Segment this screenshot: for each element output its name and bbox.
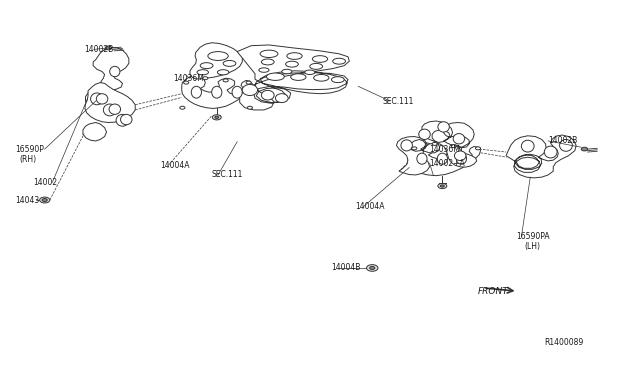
Ellipse shape: [109, 104, 120, 114]
Ellipse shape: [438, 122, 449, 132]
Circle shape: [438, 183, 447, 189]
Ellipse shape: [208, 52, 228, 61]
Ellipse shape: [456, 153, 467, 164]
Ellipse shape: [305, 70, 315, 74]
Text: 14002B: 14002B: [84, 45, 113, 54]
Text: 14004A: 14004A: [161, 161, 190, 170]
Circle shape: [412, 147, 417, 150]
Ellipse shape: [218, 70, 229, 75]
Ellipse shape: [259, 68, 269, 72]
Ellipse shape: [287, 53, 302, 60]
Ellipse shape: [417, 153, 427, 164]
Ellipse shape: [333, 58, 346, 64]
Ellipse shape: [332, 77, 344, 83]
Circle shape: [203, 77, 208, 80]
Polygon shape: [83, 122, 106, 141]
Text: (LH): (LH): [524, 242, 540, 251]
Ellipse shape: [454, 151, 466, 161]
Ellipse shape: [282, 69, 292, 74]
Ellipse shape: [522, 140, 534, 152]
Polygon shape: [182, 76, 252, 109]
Ellipse shape: [232, 86, 243, 98]
Circle shape: [40, 197, 50, 203]
Circle shape: [432, 142, 437, 145]
Ellipse shape: [401, 140, 412, 151]
Text: R1400089: R1400089: [544, 338, 584, 347]
Circle shape: [370, 266, 375, 269]
Text: 14036M: 14036M: [173, 74, 204, 83]
Ellipse shape: [314, 74, 329, 81]
Ellipse shape: [243, 84, 257, 96]
Circle shape: [42, 199, 47, 202]
Ellipse shape: [285, 61, 298, 67]
Ellipse shape: [544, 146, 557, 158]
Circle shape: [581, 147, 588, 151]
Ellipse shape: [291, 74, 306, 80]
Ellipse shape: [197, 70, 209, 75]
Ellipse shape: [310, 63, 323, 69]
Text: 14004B: 14004B: [332, 263, 361, 272]
Text: 14002+A: 14002+A: [429, 158, 465, 168]
Ellipse shape: [453, 134, 465, 144]
Ellipse shape: [260, 50, 278, 58]
Ellipse shape: [212, 86, 222, 98]
Ellipse shape: [223, 61, 236, 66]
Polygon shape: [93, 48, 129, 90]
Ellipse shape: [275, 94, 288, 103]
Ellipse shape: [97, 94, 108, 104]
Circle shape: [451, 145, 456, 148]
Polygon shape: [506, 135, 576, 178]
Text: 14002: 14002: [33, 178, 58, 187]
Ellipse shape: [200, 62, 213, 68]
Text: SEC.111: SEC.111: [383, 97, 414, 106]
Text: 14036M: 14036M: [429, 145, 460, 154]
Ellipse shape: [116, 114, 129, 126]
Text: 16590P: 16590P: [15, 145, 44, 154]
Ellipse shape: [109, 66, 120, 77]
Polygon shape: [86, 90, 108, 108]
Polygon shape: [190, 43, 243, 79]
Ellipse shape: [261, 59, 274, 65]
Ellipse shape: [91, 93, 103, 105]
Text: FRONT: FRONT: [478, 287, 509, 296]
Ellipse shape: [120, 114, 132, 125]
Circle shape: [180, 106, 185, 109]
Circle shape: [246, 81, 251, 84]
Circle shape: [223, 79, 228, 82]
Ellipse shape: [261, 90, 274, 100]
Polygon shape: [85, 83, 135, 122]
Ellipse shape: [266, 73, 284, 80]
Circle shape: [367, 264, 378, 271]
Text: 14043: 14043: [15, 196, 40, 205]
Ellipse shape: [419, 129, 430, 140]
Polygon shape: [237, 45, 349, 110]
Ellipse shape: [191, 86, 202, 98]
Text: (RH): (RH): [19, 155, 36, 164]
Text: 16590PA: 16590PA: [516, 232, 550, 241]
Ellipse shape: [103, 104, 116, 116]
Circle shape: [476, 147, 481, 150]
Circle shape: [247, 106, 252, 109]
Circle shape: [215, 116, 219, 118]
Text: 14004A: 14004A: [355, 202, 385, 211]
Ellipse shape: [312, 56, 328, 62]
Circle shape: [184, 81, 189, 84]
Polygon shape: [396, 121, 477, 175]
Ellipse shape: [559, 140, 572, 151]
Ellipse shape: [437, 153, 447, 164]
Circle shape: [440, 185, 444, 187]
Circle shape: [105, 46, 111, 50]
Circle shape: [212, 115, 221, 120]
Text: SEC.111: SEC.111: [212, 170, 243, 179]
Text: 14002B: 14002B: [548, 137, 577, 145]
Polygon shape: [408, 142, 481, 176]
